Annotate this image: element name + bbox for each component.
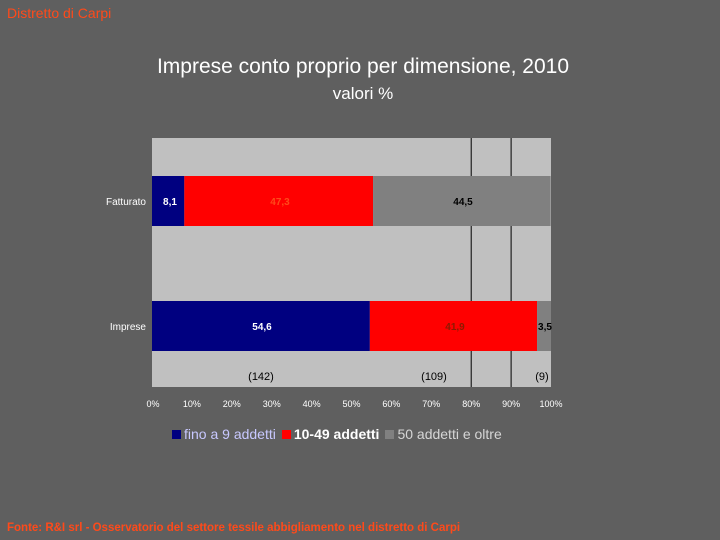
legend-label-large: 50 addetti e oltre (397, 426, 502, 442)
legend: fino a 9 addetti 10-49 addetti 50 addett… (172, 426, 508, 442)
data-label-medium-imprese: 41,9 (445, 322, 465, 333)
source-note: Fonte: R&I srl - Osservatorio del settor… (7, 522, 461, 534)
count-label: (9) (535, 371, 548, 383)
x-tick-label: 100% (539, 399, 562, 409)
bar-medium-imprese (369, 301, 538, 351)
chart-subtitle: valori % (332, 84, 394, 103)
legend-label-small: fino a 9 addetti (184, 426, 276, 442)
legend-label-medium: 10-49 addetti (293, 426, 380, 442)
bar-medium-fatturato (184, 176, 374, 226)
x-tick-label: 0% (146, 399, 159, 409)
count-label: (109) (421, 371, 447, 383)
x-tick-label: 80% (462, 399, 480, 409)
data-label-small-fatturato: 8,1 (163, 197, 177, 208)
data-label-small-imprese: 54,6 (252, 322, 272, 333)
data-label-large-fatturato: 44,5 (453, 197, 473, 208)
x-tick-label: 50% (342, 399, 360, 409)
x-tick-label: 70% (422, 399, 440, 409)
x-tick-label: 20% (223, 399, 241, 409)
x-tick-label: 30% (263, 399, 281, 409)
chart-title: Imprese conto proprio per dimensione, 20… (156, 55, 570, 78)
legend-swatch-small (172, 429, 181, 439)
bar-small-fatturato (152, 176, 185, 226)
bar-large-fatturato (373, 176, 551, 226)
legend-item-small: fino a 9 addetti (172, 426, 276, 442)
x-tick-label: 40% (303, 399, 321, 409)
count-label: (142) (248, 371, 274, 383)
corner-title: Distretto di Carpi (7, 5, 112, 21)
bar-small-imprese (152, 301, 370, 351)
data-label-large-imprese: 3,5 (538, 322, 552, 333)
category-label-imprese: Imprese (110, 322, 147, 333)
category-label-fatturato: Fatturato (106, 197, 146, 208)
data-label-medium-fatturato: 47,3 (270, 197, 290, 208)
x-tick-label: 90% (502, 399, 520, 409)
legend-item-medium: 10-49 addetti (281, 426, 380, 442)
x-tick-label: 10% (183, 399, 201, 409)
bar-large-imprese (537, 301, 551, 351)
legend-swatch-medium (281, 429, 291, 439)
legend-swatch-large (385, 429, 395, 439)
x-tick-label: 60% (382, 399, 400, 409)
legend-item-large: 50 addetti e oltre (385, 426, 502, 442)
